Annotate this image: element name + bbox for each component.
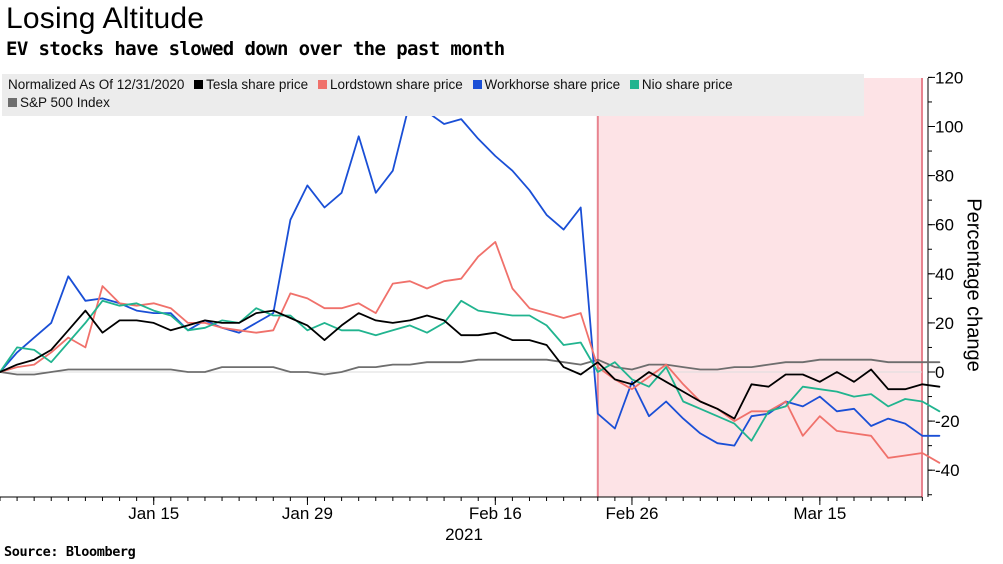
- y-axis-label: Percentage change: [962, 198, 985, 372]
- legend-item-lordstown: Lordstown share price: [317, 77, 463, 92]
- y-tick-label: 100: [935, 118, 963, 137]
- y-tick-label: -40: [935, 461, 960, 480]
- legend-label-sp500: S&P 500 Index: [20, 95, 110, 110]
- x-tick-label: Jan 15: [128, 504, 179, 523]
- legend-item-tesla: Tesla share price: [194, 77, 308, 92]
- sp500-line: [0, 358, 941, 376]
- x-tick-label: Feb 16: [469, 504, 522, 523]
- y-tick-label: 40: [935, 265, 954, 284]
- legend-prefix: Normalized As Of 12/31/2020: [8, 77, 185, 92]
- legend-label-lordstown: Lordstown share price: [329, 77, 463, 92]
- legend-item-workhorse: Workhorse share price: [472, 77, 621, 92]
- legend-swatch-nio: [629, 80, 639, 89]
- legend-label-workhorse: Workhorse share price: [484, 77, 621, 92]
- source-note: Source: Bloomberg: [4, 544, 136, 560]
- highlight-region: [597, 78, 922, 497]
- legend-swatch-sp500: [8, 98, 17, 107]
- chart-title: Losing Altitude: [6, 2, 205, 35]
- legend-label-nio: Nio share price: [641, 77, 733, 92]
- y-tick-label: 80: [935, 167, 954, 186]
- y-tick-label: 120: [935, 68, 963, 87]
- legend-row-2: S&P 500 Index: [8, 95, 116, 110]
- x-tick-label: Feb 26: [605, 504, 658, 523]
- tesla-line: [0, 309, 941, 420]
- legend-swatch-workhorse: [472, 80, 482, 89]
- chart-subtitle: EV stocks have slowed down over the past…: [6, 38, 505, 60]
- legend-swatch-lordstown: [317, 80, 327, 89]
- x-tick-label: Mar 15: [793, 504, 846, 523]
- legend-item-sp500: S&P 500 Index: [8, 95, 110, 110]
- y-tick-label: 0: [935, 363, 944, 382]
- legend-swatch-tesla: [194, 80, 204, 89]
- legend-row-1: Normalized As Of 12/31/2020 Tesla share …: [8, 77, 739, 92]
- lordstown-line: [0, 240, 941, 464]
- y-tick-label: 60: [935, 216, 954, 235]
- y-tick-label: -20: [935, 412, 960, 431]
- legend-item-nio: Nio share price: [629, 77, 733, 92]
- legend-label-tesla: Tesla share price: [206, 77, 309, 92]
- x-year-label: 2021: [445, 525, 483, 544]
- y-tick-label: 20: [935, 314, 954, 333]
- nio-line: [0, 299, 941, 442]
- chart-legend: Normalized As Of 12/31/2020 Tesla share …: [2, 74, 864, 116]
- x-tick-label: Jan 29: [282, 504, 333, 523]
